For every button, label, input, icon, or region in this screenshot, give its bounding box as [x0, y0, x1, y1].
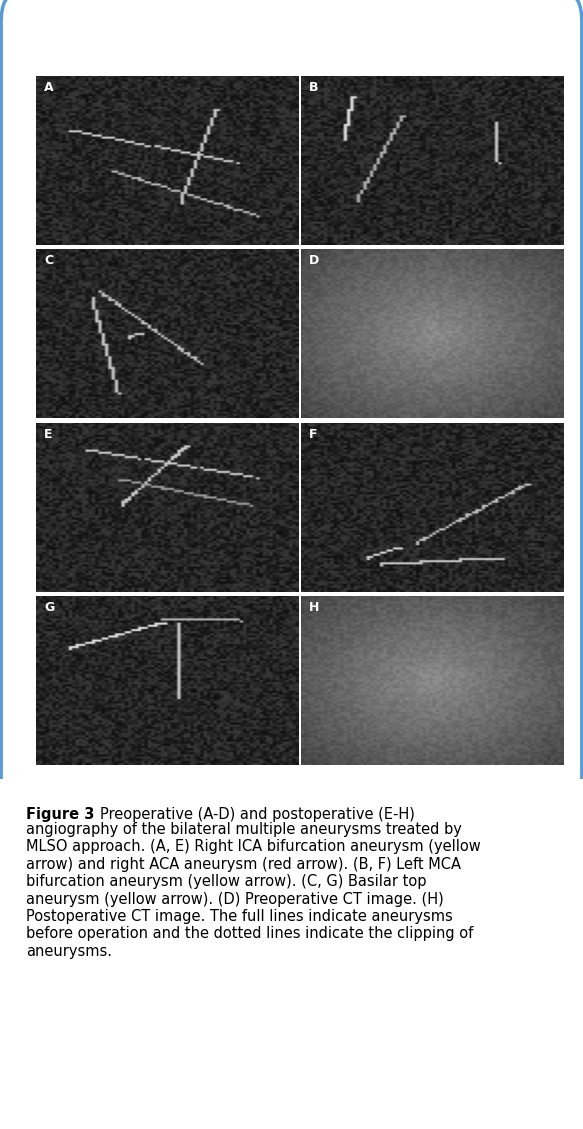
Text: D: D [310, 254, 319, 268]
Text: B: B [310, 80, 319, 94]
Text: angiography of the bilateral multiple aneurysms treated by
MLSO approach. (A, E): angiography of the bilateral multiple an… [26, 822, 481, 959]
Text: G: G [44, 602, 54, 614]
Text: A: A [44, 80, 54, 94]
Text: Figure 3: Figure 3 [26, 807, 100, 822]
Text: F: F [310, 428, 318, 441]
Text: E: E [44, 428, 52, 441]
Text: Preoperative (A-D) and postoperative (E-H): Preoperative (A-D) and postoperative (E-… [100, 807, 415, 822]
Text: H: H [310, 602, 319, 614]
Text: C: C [44, 254, 53, 268]
